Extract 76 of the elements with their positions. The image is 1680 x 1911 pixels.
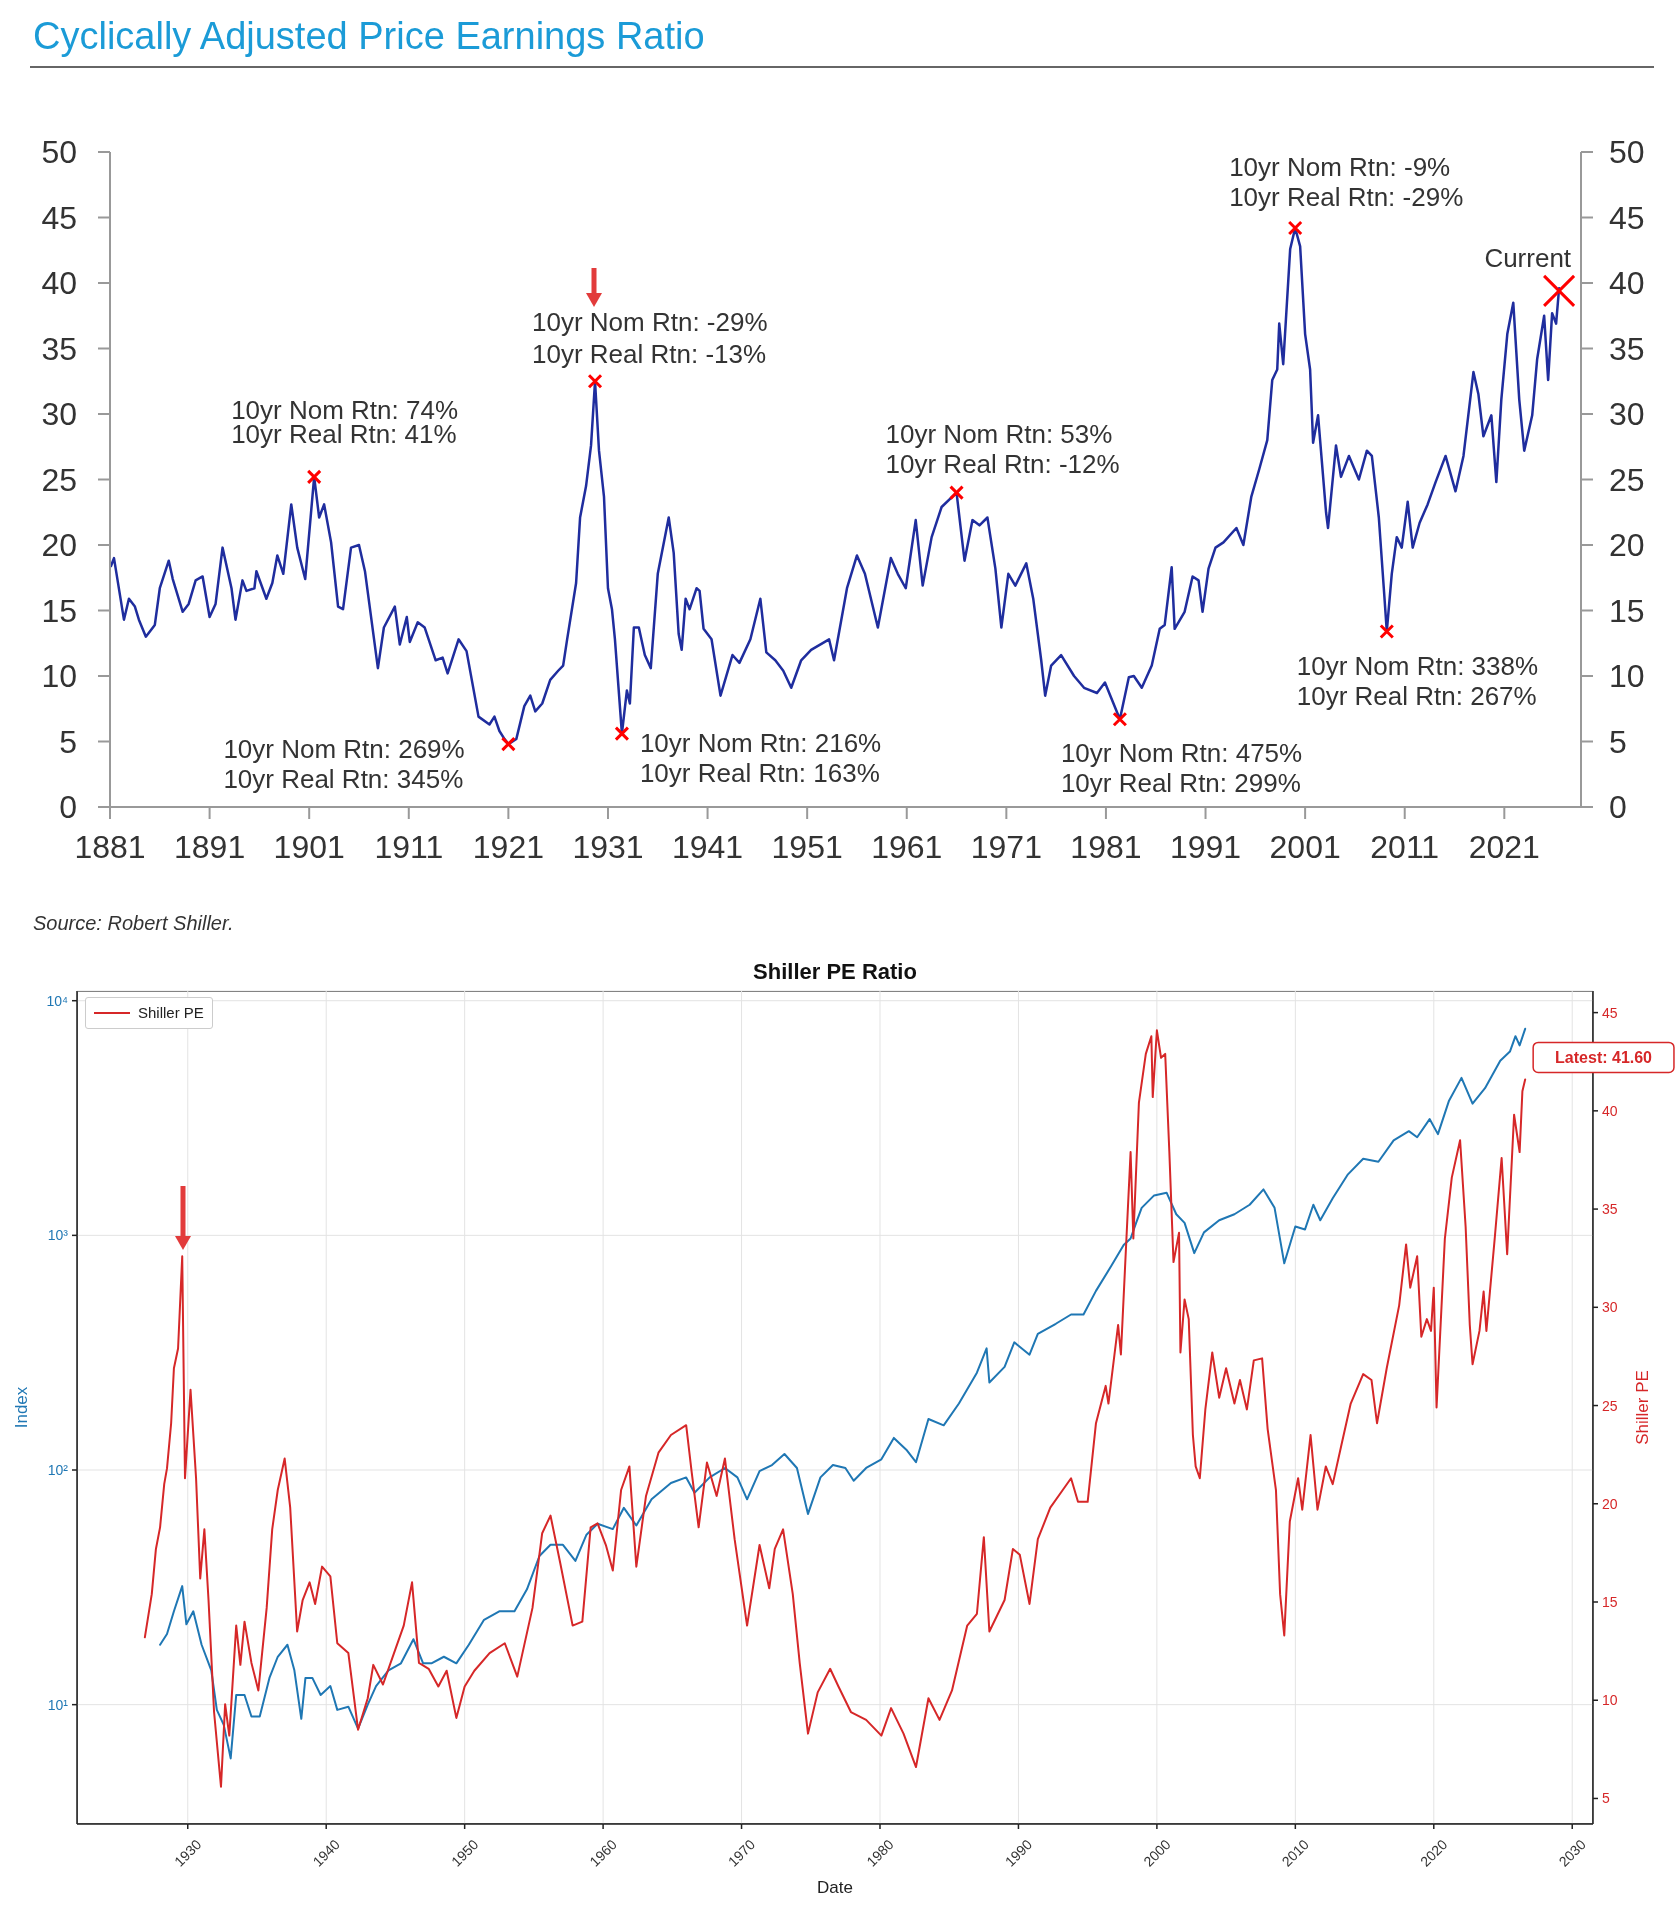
y2-tick-label: 20 [1609, 527, 1645, 564]
point [1112, 711, 1128, 727]
y-tick-label: 10¹ [47, 1696, 69, 1713]
y-tick-label: 10³ [47, 1227, 69, 1244]
annotation: 10yr Nom Rtn: 74% 10yr Real Rtn: 41% [231, 394, 459, 449]
y2-tick-label: 35 [1609, 330, 1645, 367]
y-tick-label: 5 [59, 723, 77, 760]
y2-tick-label: 35 [1602, 1201, 1618, 1218]
point [1379, 623, 1395, 639]
point [1287, 220, 1303, 236]
y2-tick-label: 30 [1609, 396, 1645, 433]
y-tick-label: 30 [41, 396, 77, 433]
x-tick-label: 1951 [771, 828, 843, 865]
annotation: Latest: 41.60 [1555, 1048, 1653, 1066]
annotation: 10yr Nom Rtn: 216% 10yr Real Rtn: 163% [639, 727, 882, 788]
y-axis-title: Index [11, 1386, 31, 1429]
x-tick-label: 1971 [970, 828, 1042, 865]
y-tick-label: 0 [59, 789, 77, 826]
x-tick-label: 1991 [1169, 828, 1242, 865]
annotation: 10yr Nom Rtn: 53% 10yr Real Rtn: -12% [885, 418, 1120, 479]
point [949, 485, 965, 501]
x-tick-label: 1881 [74, 828, 146, 865]
point [500, 736, 516, 752]
y2-tick-label: 15 [1602, 1593, 1618, 1610]
legend-label: Shiller PE [138, 1003, 204, 1023]
point [306, 469, 322, 485]
x-tick-label: 1901 [273, 828, 345, 865]
y2-tick-label: 10 [1609, 658, 1645, 695]
y2-tick-label: 45 [1609, 199, 1645, 236]
y2-tick-label: 25 [1609, 461, 1645, 498]
point [614, 726, 630, 742]
x-tick-label: 1941 [671, 828, 744, 865]
x-tick-label: 1921 [472, 828, 544, 865]
y2-tick-label: 20 [1602, 1495, 1618, 1512]
y2-tick-label: 15 [1609, 592, 1645, 629]
y-tick-label: 25 [41, 461, 77, 498]
source-note: Source: Robert Shiller. [33, 912, 234, 935]
y-tick-label: 20 [41, 527, 77, 564]
y2-tick-label: 40 [1602, 1102, 1618, 1119]
y-tick-label: 40 [41, 265, 77, 302]
x-tick-label: 1961 [871, 828, 943, 865]
y2-tick-label: 5 [1609, 723, 1627, 760]
x-tick-label: 1931 [572, 828, 644, 865]
y2-tick-label: 50 [1609, 134, 1645, 171]
annotation: 10yr Nom Rtn: 269% 10yr Real Rtn: 345% [223, 734, 465, 795]
annotation: 10yr Nom Rtn: -29% 10yr Real Rtn: -13% [532, 307, 768, 370]
x-axis-title: Date [817, 1877, 853, 1897]
y-tick-label: 10 [41, 658, 77, 695]
y-tick-label: 35 [41, 330, 77, 367]
y2-tick-label: 10 [1602, 1692, 1618, 1709]
y2-tick-label: 25 [1602, 1397, 1618, 1414]
y-tick-label: 10² [47, 1461, 69, 1478]
x-tick-label: 1911 [374, 828, 444, 865]
x-tick-label: 1891 [174, 828, 246, 865]
point [587, 373, 603, 389]
y2-tick-label: 0 [1609, 789, 1627, 826]
annotation: 10yr Nom Rtn: 338% 10yr Real Rtn: 267% [1296, 651, 1539, 712]
chart-title: Cyclically Adjusted Price Earnings Ratio [30, 8, 1654, 68]
y2-tick-label: 45 [1602, 1004, 1618, 1021]
x-tick-label: 1981 [1070, 828, 1142, 865]
y-tick-label: 10⁴ [46, 992, 68, 1009]
y-tick-label: 50 [41, 134, 77, 171]
x-tick-label: 2001 [1269, 828, 1341, 865]
annotation: 10yr Nom Rtn: 475% 10yr Real Rtn: 299% [1060, 738, 1303, 799]
y-tick-label: 45 [41, 199, 77, 236]
y2-tick-label: 40 [1609, 265, 1645, 302]
y-tick-label: 15 [41, 592, 77, 629]
chart-title: Shiller PE Ratio [752, 958, 918, 986]
y2-tick-label: 5 [1602, 1790, 1610, 1807]
point [1542, 274, 1576, 308]
annotation: 10yr Nom Rtn: -9% 10yr Real Rtn: -29% [1229, 151, 1464, 212]
x-tick-label: 2021 [1468, 828, 1540, 865]
y2-axis-title: Shiller PE [1632, 1370, 1652, 1445]
series-label: Current [1484, 242, 1572, 273]
x-tick-label: 2011 [1370, 828, 1440, 865]
y2-tick-label: 30 [1602, 1299, 1618, 1316]
